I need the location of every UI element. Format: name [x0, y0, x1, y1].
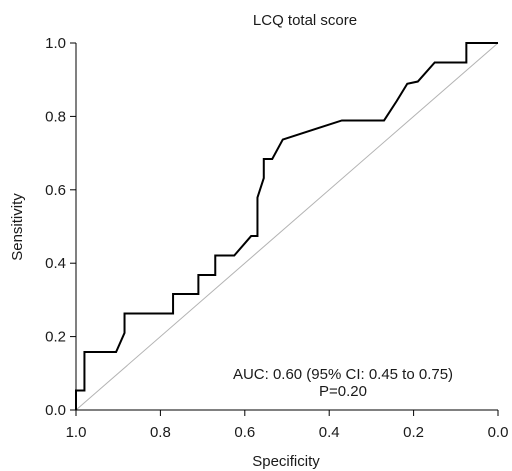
x-tick-label: 0.4 [319, 424, 340, 441]
auc-annotation: AUC: 0.60 (95% CI: 0.45 to 0.75) [233, 366, 453, 383]
y-axis-title: Sensitivity [9, 193, 26, 261]
y-tick-label: 0.2 [45, 329, 66, 346]
p-value-annotation: P=0.20 [319, 383, 367, 400]
y-axis: 0.0 0.2 0.4 0.6 0.8 1.0 [45, 35, 77, 419]
y-tick-label: 1.0 [45, 35, 66, 52]
roc-curve-line [75, 42, 498, 410]
y-tick-label: 0.4 [45, 255, 66, 272]
x-tick-label: 0.6 [234, 424, 255, 441]
x-axis-title: Specificity [252, 453, 320, 470]
plot-area [75, 42, 499, 411]
x-tick-label: 0.8 [150, 424, 171, 441]
y-tick-label: 0.0 [45, 402, 66, 419]
chart-title: LCQ total score [253, 12, 357, 29]
x-tick-label: 0.0 [488, 424, 509, 441]
y-tick-label: 0.8 [45, 108, 66, 125]
x-axis: 1.0 0.8 0.6 0.4 0.2 0.0 [66, 409, 509, 441]
x-tick-label: 1.0 [66, 424, 87, 441]
y-tick-label: 0.6 [45, 182, 66, 199]
x-tick-label: 0.2 [403, 424, 424, 441]
reference-diagonal-line [75, 42, 499, 411]
